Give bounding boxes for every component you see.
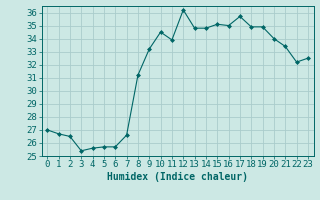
X-axis label: Humidex (Indice chaleur): Humidex (Indice chaleur)	[107, 172, 248, 182]
